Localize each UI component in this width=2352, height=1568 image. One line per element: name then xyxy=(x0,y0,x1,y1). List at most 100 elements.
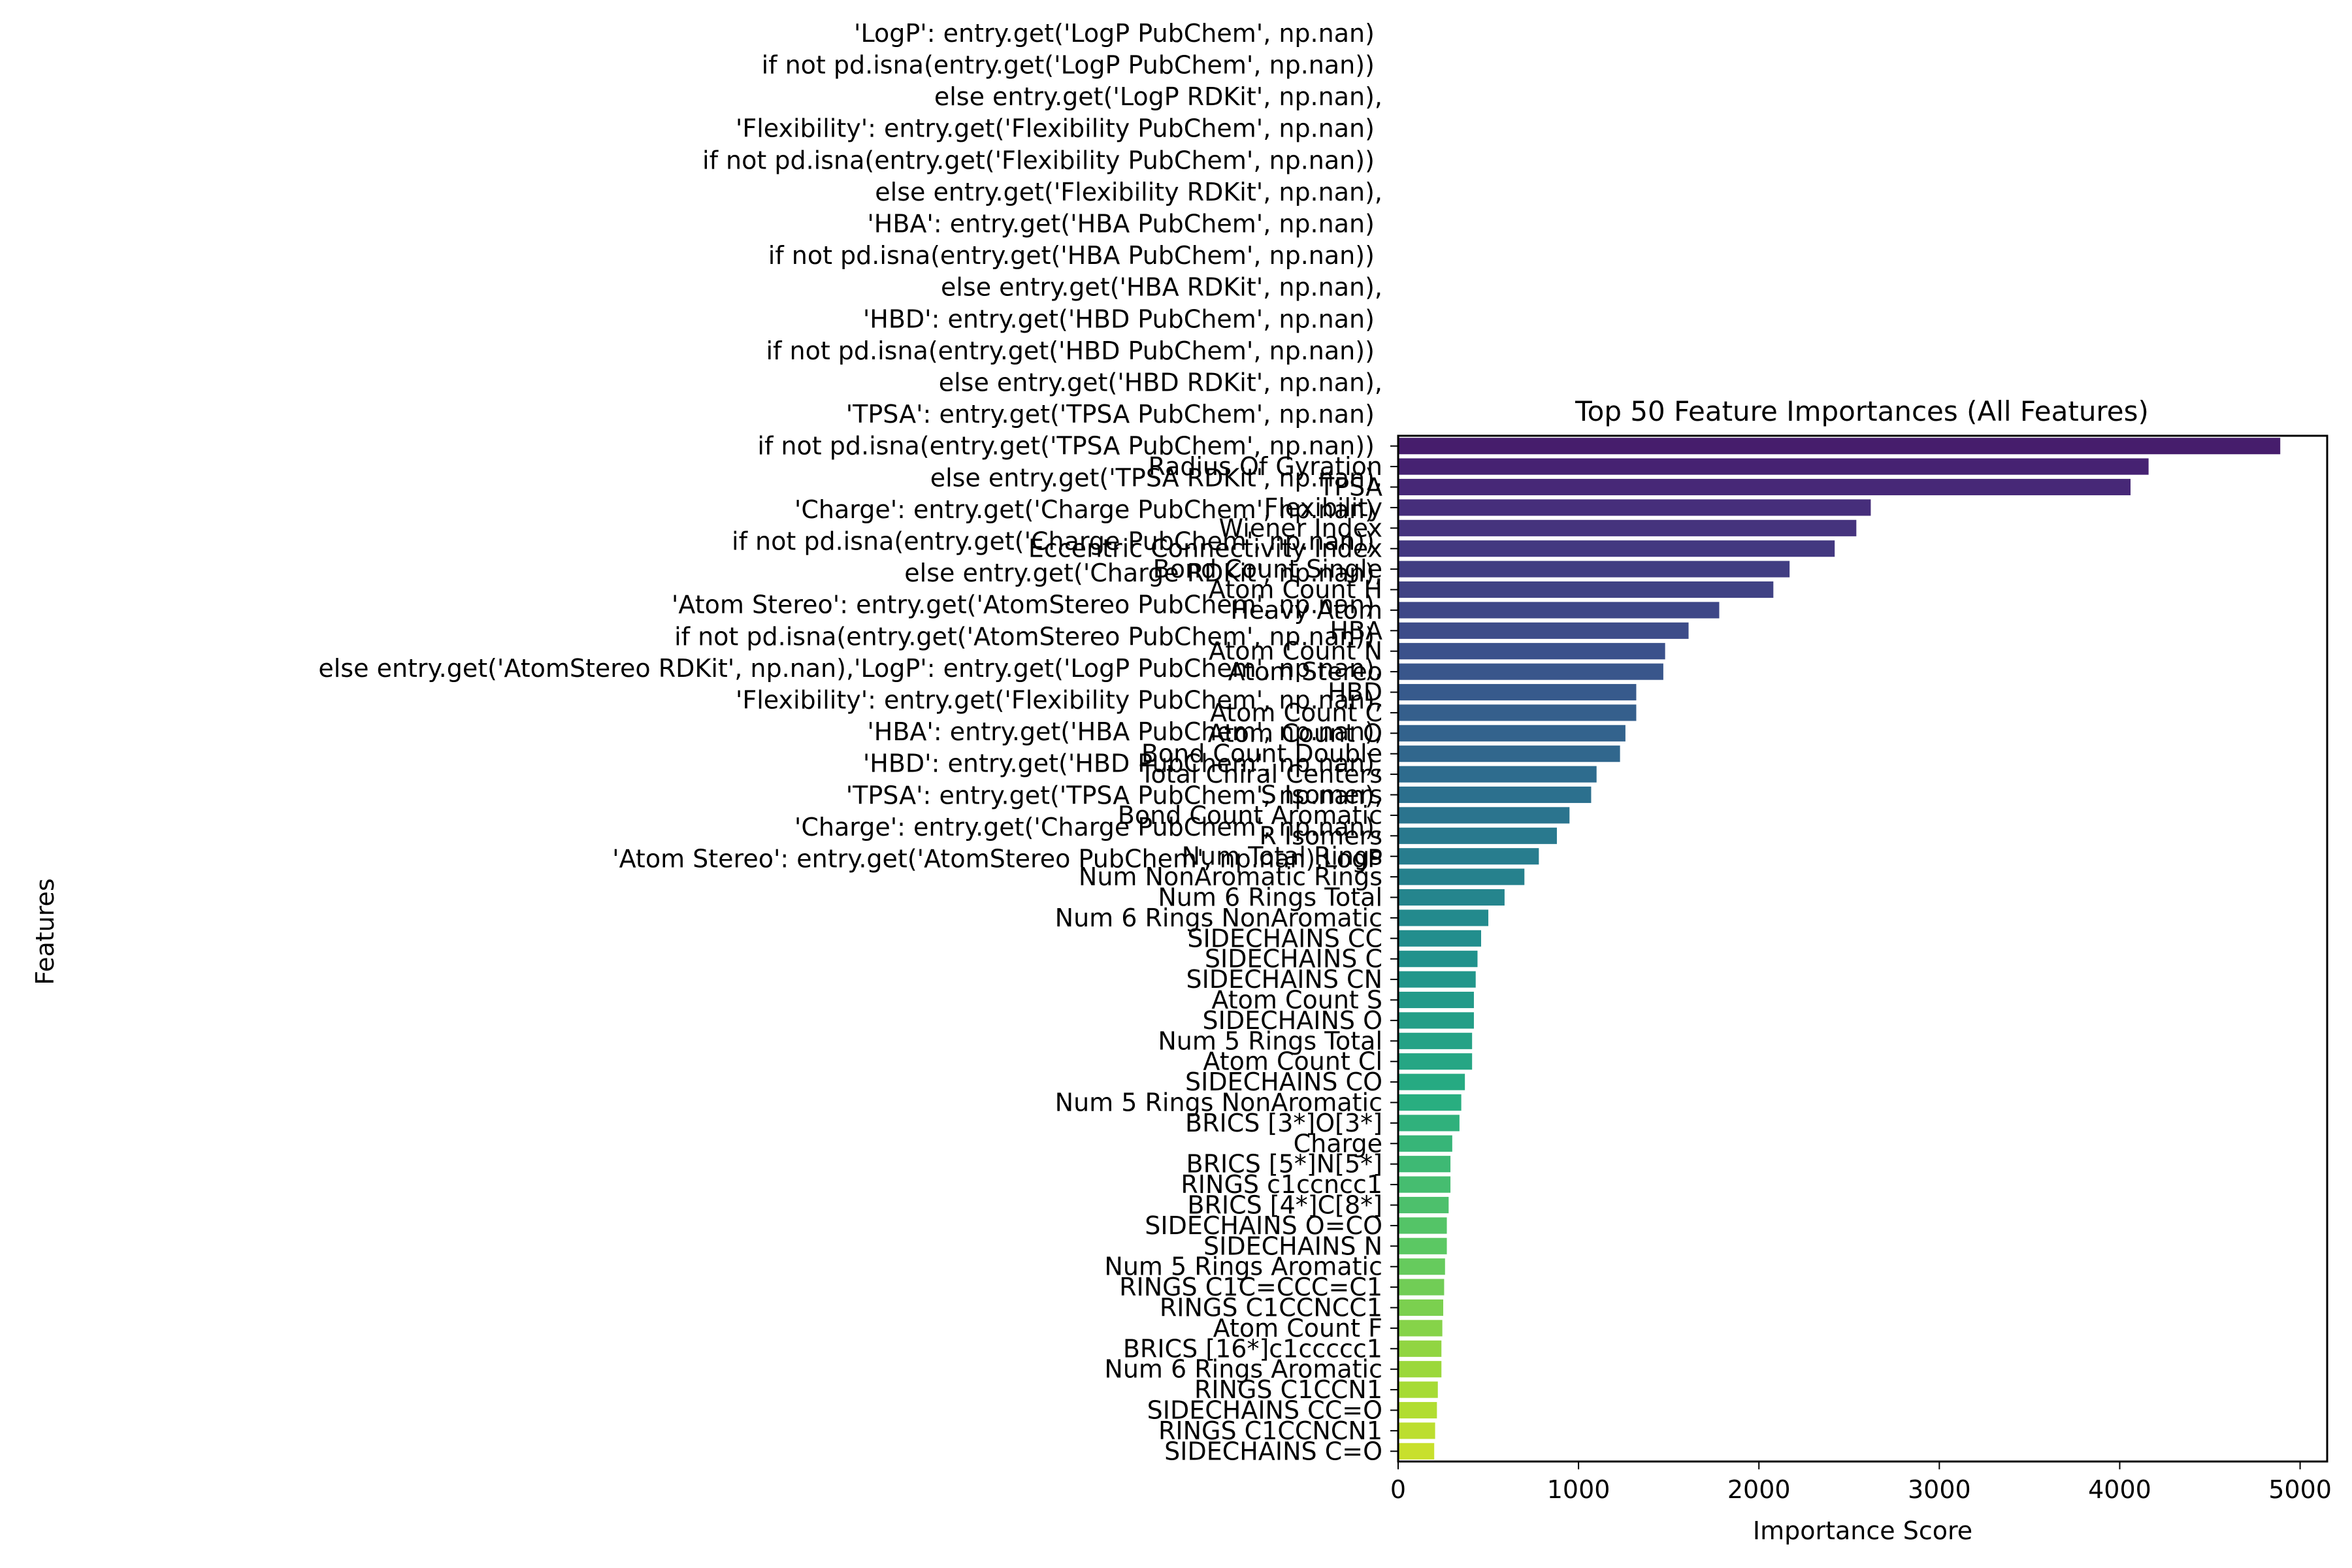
bar xyxy=(1398,1196,1449,1214)
y-axis-label: Features xyxy=(31,878,59,985)
y-tick-label: BRICS [5*]N[5*] xyxy=(1186,1150,1383,1179)
bar xyxy=(1398,683,1637,701)
bar xyxy=(1398,1299,1444,1316)
y-tick-label: BRICS [3*]O[3*] xyxy=(1185,1109,1382,1137)
bar xyxy=(1398,704,1637,721)
y-tick-label: SIDECHAINS CO xyxy=(1185,1068,1382,1096)
y-tick-label: SIDECHAINS CC=O xyxy=(1147,1396,1382,1425)
y-tick-label: RINGS C1CCNCC1 xyxy=(1160,1294,1382,1322)
y-tick-label: Atom Count F xyxy=(1213,1314,1382,1343)
bar xyxy=(1398,643,1665,660)
bar xyxy=(1398,1361,1442,1378)
plot-area-frame xyxy=(1397,434,2328,1463)
x-tick-label: 0 xyxy=(1390,1475,1406,1504)
y-tick-label: Flexibility xyxy=(1264,493,1382,522)
bar xyxy=(1398,1217,1447,1234)
y-tick-label: Num NonAromatic Rings xyxy=(1079,862,1382,891)
bar xyxy=(1398,519,1857,536)
bar xyxy=(1398,581,1774,598)
bar xyxy=(1398,478,2131,496)
bar xyxy=(1398,1443,1435,1460)
bar xyxy=(1398,930,1482,947)
bar xyxy=(1398,1032,1473,1049)
y-tick-label: Num 5 Rings Aromatic xyxy=(1104,1252,1382,1281)
bar xyxy=(1398,1176,1451,1193)
y-tick-label: SIDECHAINS CC xyxy=(1187,924,1382,953)
bar xyxy=(1398,1053,1473,1070)
bar xyxy=(1398,438,2281,455)
y-tick-label: HBA xyxy=(1330,616,1382,645)
y-tick-label: Heavy Atom xyxy=(1230,596,1382,625)
y-tick-label: BRICS [16*]c1ccccc1 xyxy=(1123,1334,1382,1363)
bar xyxy=(1398,1237,1447,1254)
y-tick-label: Atom Count N xyxy=(1209,637,1382,666)
bar xyxy=(1398,991,1474,1009)
bar xyxy=(1398,1156,1451,1173)
y-tick-label: Bond Count Single xyxy=(1153,555,1382,583)
y-tick-label: Total Chiral Centers xyxy=(1139,760,1382,789)
bar xyxy=(1398,1012,1474,1029)
bar xyxy=(1398,1422,1435,1439)
y-tick-label: Num 6 Rings NonAromatic xyxy=(1055,904,1382,932)
bar xyxy=(1398,868,1525,885)
bar xyxy=(1398,909,1489,926)
y-tick-label: SIDECHAINS O xyxy=(1203,1006,1382,1035)
y-tick-label: 'LogP': entry.get('LogP PubChem', np.nan… xyxy=(318,19,1382,874)
y-tick-label: Bond Count Aromatic xyxy=(1118,801,1382,830)
bar xyxy=(1398,540,1835,557)
bar xyxy=(1398,1135,1452,1152)
y-tick-label: Num 6 Rings Aromatic xyxy=(1104,1355,1382,1384)
bar xyxy=(1398,458,2149,475)
bar xyxy=(1398,602,1720,619)
x-tick-label: 5000 xyxy=(2268,1475,2332,1504)
y-tick-label: Eccentric Connectivity Index xyxy=(1028,534,1382,563)
bar xyxy=(1398,1279,1445,1296)
y-tick-label: Num 6 Rings Total xyxy=(1158,883,1382,912)
y-tick-label: Atom Count S xyxy=(1211,986,1382,1015)
y-tick-label: Atom Count O xyxy=(1208,719,1382,747)
bar xyxy=(1398,848,1539,865)
bar xyxy=(1398,499,1871,516)
y-tick-label: Radius Of Gyration xyxy=(1149,452,1383,481)
y-tick-label: RINGS C1CCNCN1 xyxy=(1158,1416,1382,1445)
bars-group xyxy=(1398,438,2281,1460)
x-axis-label: Importance Score xyxy=(1753,1516,1972,1545)
y-tick-label: RINGS c1ccncc1 xyxy=(1181,1170,1382,1199)
x-tick-label: 3000 xyxy=(1908,1475,1971,1504)
bar xyxy=(1398,951,1478,968)
y-tick-label: Wiener Index xyxy=(1219,514,1382,542)
bar xyxy=(1398,561,1790,578)
y-tick-label: BRICS [4*]C[8*] xyxy=(1187,1191,1382,1220)
bar xyxy=(1398,827,1557,844)
bar xyxy=(1398,1320,1443,1337)
y-tick-label: Num Total Rings xyxy=(1182,842,1382,871)
y-tick-labels: 'LogP': entry.get('LogP PubChem', np.nan… xyxy=(318,19,1398,1465)
y-tick-label: R Isomers xyxy=(1259,821,1382,850)
x-tick-label: 1000 xyxy=(1547,1475,1610,1504)
bar xyxy=(1398,1340,1442,1357)
y-tick-label: RINGS C1C=CCC=C1 xyxy=(1119,1273,1382,1301)
y-tick-label: HBD xyxy=(1328,678,1382,707)
y-tick-label: Atom Count H xyxy=(1209,576,1382,604)
y-tick-label: Num 5 Rings NonAromatic xyxy=(1055,1088,1382,1117)
y-tick-label: SIDECHAINS CN xyxy=(1186,965,1383,994)
bar xyxy=(1398,1258,1445,1275)
bar xyxy=(1398,889,1505,906)
y-tick-label: RINGS C1CCN1 xyxy=(1194,1375,1382,1404)
y-tick-label: SIDECHAINS C=O xyxy=(1164,1437,1382,1465)
x-ticks: 0 1000 2000 3000 4000 5000 xyxy=(1390,1462,2332,1504)
y-tick-label: TPSA xyxy=(1318,473,1382,502)
bar xyxy=(1398,1073,1465,1090)
bar xyxy=(1398,807,1570,824)
y-tick-label: Charge xyxy=(1294,1129,1382,1158)
y-tick-label: SIDECHAINS N xyxy=(1203,1232,1382,1260)
y-tick-label: SIDECHAINS O=CO xyxy=(1145,1211,1382,1240)
x-tick-label: 2000 xyxy=(1727,1475,1791,1504)
y-tick-label: SIDECHAINS C xyxy=(1205,945,1382,973)
bar xyxy=(1398,663,1663,680)
y-tick-label: Bond Count Double xyxy=(1141,740,1382,768)
chart-title: Top 50 Feature Importances (All Features… xyxy=(1575,395,2149,427)
y-tick-label: Atom Count C xyxy=(1210,698,1382,727)
y-tick-label: Atom Stereo xyxy=(1228,657,1382,686)
